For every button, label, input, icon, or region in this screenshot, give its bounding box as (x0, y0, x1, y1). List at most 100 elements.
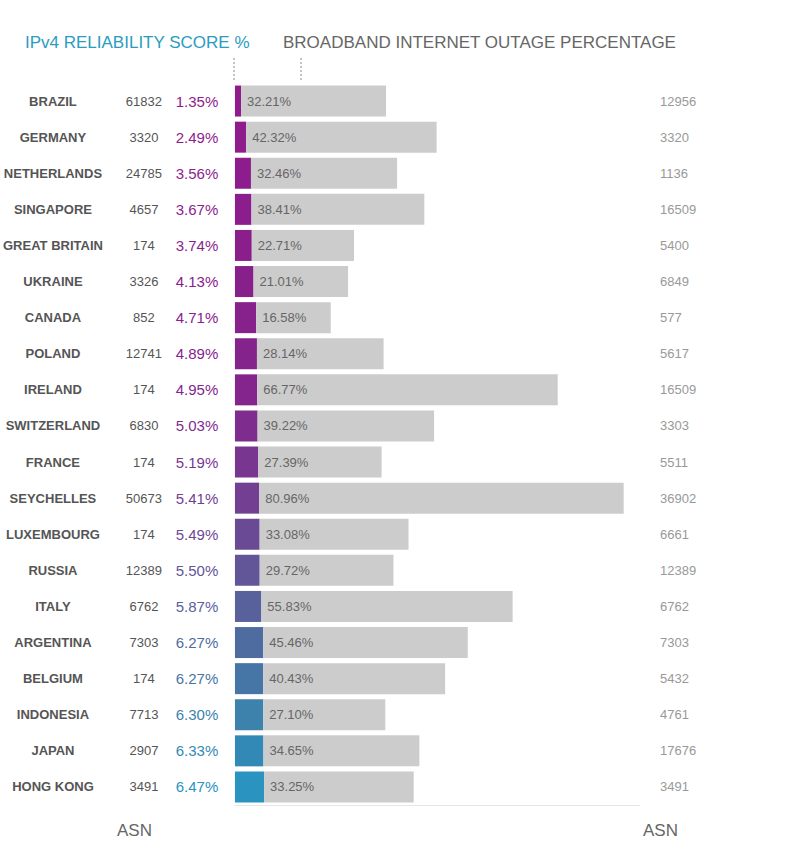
svg-text:6.30%: 6.30% (176, 706, 219, 723)
svg-text:LUXEMBOURG: LUXEMBOURG (6, 527, 100, 542)
svg-text:3.56%: 3.56% (176, 165, 219, 182)
svg-text:21.01%: 21.01% (260, 274, 305, 289)
svg-text:ARGENTINA: ARGENTINA (14, 635, 92, 650)
svg-text:3303: 3303 (660, 418, 689, 433)
svg-text:38.41%: 38.41% (257, 202, 302, 217)
svg-text:12389: 12389 (126, 563, 162, 578)
svg-text:1.35%: 1.35% (176, 93, 219, 110)
svg-text:6.47%: 6.47% (176, 778, 219, 795)
svg-text:27.10%: 27.10% (269, 707, 314, 722)
svg-text:HONG KONG: HONG KONG (12, 779, 94, 794)
svg-text:12956: 12956 (660, 94, 696, 109)
svg-text:61832: 61832 (126, 94, 162, 109)
svg-text:852: 852 (133, 310, 155, 325)
svg-text:POLAND: POLAND (26, 346, 81, 361)
svg-text:4657: 4657 (129, 202, 158, 217)
svg-text:24785: 24785 (126, 166, 162, 181)
svg-text:5.03%: 5.03% (176, 417, 219, 434)
svg-text:36902: 36902 (660, 491, 696, 506)
svg-text:SEYCHELLES: SEYCHELLES (10, 491, 97, 506)
svg-text:5.49%: 5.49% (176, 526, 219, 543)
svg-text:4761: 4761 (660, 707, 689, 722)
svg-text:5.19%: 5.19% (176, 454, 219, 471)
svg-text:42.32%: 42.32% (252, 130, 297, 145)
svg-text:5.87%: 5.87% (176, 598, 219, 615)
svg-text:4.95%: 4.95% (176, 381, 219, 398)
svg-text:80.96%: 80.96% (265, 491, 310, 506)
svg-text:7303: 7303 (660, 635, 689, 650)
svg-text:55.83%: 55.83% (267, 599, 312, 614)
svg-text:6661: 6661 (660, 527, 689, 542)
svg-text:6.33%: 6.33% (176, 742, 219, 759)
svg-text:32.21%: 32.21% (247, 94, 292, 109)
svg-text:33.08%: 33.08% (266, 527, 311, 542)
svg-text:4.89%: 4.89% (176, 345, 219, 362)
svg-text:3320: 3320 (129, 130, 158, 145)
svg-text:3491: 3491 (660, 779, 689, 794)
svg-text:5.41%: 5.41% (176, 490, 219, 507)
svg-text:1136: 1136 (660, 166, 688, 181)
svg-text:6762: 6762 (660, 599, 689, 614)
svg-text:3491: 3491 (129, 779, 158, 794)
svg-text:2.49%: 2.49% (176, 129, 219, 146)
svg-text:BROADBAND INTERNET OUTAGE PERC: BROADBAND INTERNET OUTAGE PERCENTAGE (283, 33, 676, 52)
svg-text:12389: 12389 (660, 563, 696, 578)
svg-text:5400: 5400 (660, 238, 689, 253)
svg-text:BELGIUM: BELGIUM (23, 671, 83, 686)
svg-text:28.14%: 28.14% (263, 346, 308, 361)
svg-text:16.58%: 16.58% (262, 310, 307, 325)
svg-text:ASN: ASN (117, 821, 152, 840)
svg-text:SINGAPORE: SINGAPORE (14, 202, 92, 217)
svg-text:3.67%: 3.67% (176, 201, 219, 218)
svg-text:174: 174 (133, 671, 155, 686)
svg-text:3.74%: 3.74% (176, 237, 219, 254)
svg-text:CANADA: CANADA (25, 310, 82, 325)
svg-text:17676: 17676 (660, 743, 696, 758)
svg-text:6830: 6830 (129, 418, 158, 433)
svg-text:39.22%: 39.22% (264, 418, 309, 433)
svg-text:ASN: ASN (643, 821, 678, 840)
svg-text:45.46%: 45.46% (269, 635, 314, 650)
svg-text:34.65%: 34.65% (269, 743, 314, 758)
svg-text:12741: 12741 (126, 346, 162, 361)
svg-text:33.25%: 33.25% (270, 779, 315, 794)
svg-text:7303: 7303 (129, 635, 158, 650)
svg-text:32.46%: 32.46% (257, 166, 302, 181)
svg-text:50673: 50673 (126, 491, 162, 506)
svg-text:29.72%: 29.72% (266, 563, 311, 578)
svg-text:5432: 5432 (660, 671, 689, 686)
svg-text:NETHERLANDS: NETHERLANDS (4, 166, 103, 181)
svg-text:INDONESIA: INDONESIA (17, 707, 90, 722)
svg-text:3320: 3320 (660, 130, 689, 145)
svg-text:16509: 16509 (660, 202, 696, 217)
svg-text:7713: 7713 (129, 707, 158, 722)
svg-text:40.43%: 40.43% (269, 671, 314, 686)
svg-text:5617: 5617 (660, 346, 689, 361)
svg-text:27.39%: 27.39% (264, 455, 309, 470)
svg-text:5511: 5511 (660, 455, 688, 470)
svg-text:174: 174 (133, 527, 155, 542)
svg-text:4.71%: 4.71% (176, 309, 219, 326)
svg-text:FRANCE: FRANCE (26, 455, 80, 470)
svg-text:JAPAN: JAPAN (31, 743, 74, 758)
svg-text:66.77%: 66.77% (263, 382, 308, 397)
svg-text:174: 174 (133, 238, 155, 253)
svg-text:SWITZERLAND: SWITZERLAND (6, 418, 101, 433)
svg-text:GREAT BRITAIN: GREAT BRITAIN (3, 238, 103, 253)
svg-text:5.50%: 5.50% (176, 562, 219, 579)
svg-text:UKRAINE: UKRAINE (23, 274, 83, 289)
svg-text:ITALY: ITALY (35, 599, 71, 614)
svg-text:174: 174 (133, 382, 155, 397)
svg-text:6.27%: 6.27% (176, 670, 219, 687)
svg-text:4.13%: 4.13% (176, 273, 219, 290)
svg-text:22.71%: 22.71% (258, 238, 303, 253)
svg-text:16509: 16509 (660, 382, 696, 397)
svg-text:6762: 6762 (129, 599, 158, 614)
svg-text:2907: 2907 (129, 743, 158, 758)
svg-text:6.27%: 6.27% (176, 634, 219, 651)
svg-text:RUSSIA: RUSSIA (28, 563, 78, 578)
svg-text:3326: 3326 (129, 274, 158, 289)
svg-text:IRELAND: IRELAND (24, 382, 82, 397)
svg-text:IPv4 RELIABILITY SCORE %: IPv4 RELIABILITY SCORE % (25, 33, 250, 52)
svg-text:6849: 6849 (660, 274, 689, 289)
